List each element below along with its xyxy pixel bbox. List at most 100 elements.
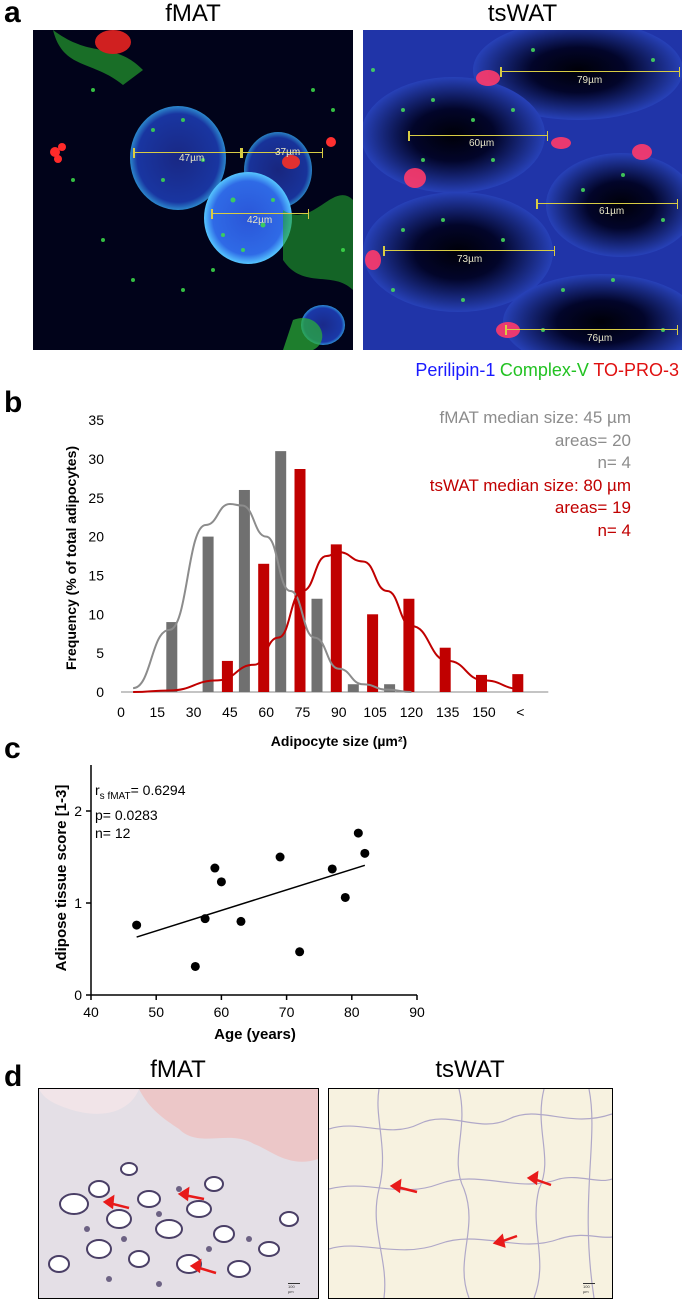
stat-r-symbol: r bbox=[95, 782, 100, 798]
trend-line bbox=[136, 864, 366, 938]
x-tick-label: 120 bbox=[400, 704, 424, 720]
data-point bbox=[340, 892, 350, 902]
data-point bbox=[210, 863, 220, 873]
y-tick-label: 15 bbox=[88, 567, 104, 583]
measure-label-73: 73µm bbox=[457, 254, 483, 265]
stain-to-pro-3: TO-PRO-3 bbox=[593, 360, 679, 380]
data-point bbox=[275, 852, 285, 862]
bar-tswat bbox=[330, 544, 342, 692]
panel-b-stats: fMAT median size: 45 µm areas= 20 n= 4 t… bbox=[330, 407, 631, 542]
x-axis-title: Adipocyte size (µm²) bbox=[271, 733, 407, 749]
y-axis-title: Frequency (% of total adipocytes) bbox=[63, 446, 79, 670]
x-tick-label: 60 bbox=[214, 1004, 230, 1020]
panel-d-right-title: tsWAT bbox=[435, 1056, 505, 1083]
y-tick-label: 10 bbox=[88, 606, 104, 622]
data-point bbox=[132, 920, 142, 930]
y-tick-label: 2 bbox=[74, 803, 82, 819]
x-tick-label: 80 bbox=[344, 1004, 360, 1020]
fmat-histology-drawing bbox=[39, 1089, 318, 1287]
fmat-median-stat: fMAT median size: 45 µm bbox=[439, 408, 631, 427]
x-tick-label: 15 bbox=[150, 704, 166, 720]
bar-fmat bbox=[384, 684, 396, 692]
measure-label-47: 47µm bbox=[179, 153, 205, 164]
bar-tswat bbox=[476, 674, 487, 692]
y-tick-label: 30 bbox=[88, 451, 104, 467]
x-tick-label: 70 bbox=[279, 1004, 295, 1020]
scatter-y-title: Adipose tissue score [1-3] bbox=[53, 785, 70, 972]
y-tick-label: 20 bbox=[88, 529, 104, 545]
fmat-fluorescence-drawing bbox=[50, 30, 353, 350]
scatter-x-title: Age (years) bbox=[214, 1026, 296, 1043]
measure-label-61: 61µm bbox=[599, 206, 625, 217]
panel-d-left-title: fMAT bbox=[150, 1056, 206, 1083]
data-point bbox=[200, 914, 210, 924]
y-tick-label: 5 bbox=[96, 645, 104, 661]
tswat-areas-stat: areas= 19 bbox=[554, 498, 631, 517]
x-tick-label: 90 bbox=[331, 704, 347, 720]
stat-n: n= 12 bbox=[95, 824, 131, 841]
y-tick-label: 1 bbox=[74, 895, 82, 911]
measure-bar-37 bbox=[241, 148, 323, 158]
x-tick-label: 45 bbox=[222, 704, 238, 720]
bar-fmat bbox=[238, 489, 250, 692]
stat-r: rs fMAT= 0.6294 bbox=[95, 781, 186, 806]
tswat-fluorescence-image: 79µm 60µm 61µm 73µm 76µm bbox=[363, 30, 682, 350]
bar-tswat bbox=[258, 563, 270, 692]
fmat-scale-bar: 100 µm bbox=[288, 1283, 300, 1294]
bar-tswat bbox=[367, 614, 379, 692]
fmat-fit-curve bbox=[132, 502, 412, 693]
y-tick-label: 25 bbox=[88, 490, 104, 506]
x-tick-label: < bbox=[516, 704, 524, 720]
x-tick-label: 75 bbox=[295, 704, 311, 720]
x-tick-label: 50 bbox=[148, 1004, 164, 1020]
data-point bbox=[216, 877, 226, 887]
fmat-fluorescence-image: 47µm 37µm 42µm bbox=[33, 30, 353, 350]
measure-bar-47 bbox=[133, 148, 241, 158]
x-tick-label: 40 bbox=[83, 1004, 99, 1020]
bar-fmat bbox=[202, 536, 214, 692]
stat-r-value: = 0.6294 bbox=[130, 782, 186, 798]
bar-tswat bbox=[512, 674, 524, 692]
stain-complex-v: Complex-V bbox=[499, 360, 589, 380]
measure-label-60: 60µm bbox=[469, 138, 495, 149]
bar-tswat bbox=[294, 469, 306, 692]
fmat-histology-image: 100 µm bbox=[38, 1088, 319, 1299]
measure-bar-73 bbox=[383, 246, 555, 256]
panel-c-label: c bbox=[4, 732, 21, 765]
panel-a-right-title: tsWAT bbox=[487, 0, 558, 27]
bar-fmat bbox=[166, 622, 178, 692]
x-tick-label: 150 bbox=[472, 704, 496, 720]
x-tick-label: 60 bbox=[258, 704, 274, 720]
x-tick-label: 90 bbox=[409, 1004, 425, 1020]
data-point bbox=[360, 848, 370, 858]
stain-perilipin: Perilipin-1 bbox=[415, 360, 496, 380]
x-tick-label: 135 bbox=[436, 704, 460, 720]
fmat-n-stat: n= 4 bbox=[597, 453, 631, 472]
stat-r-subscript: s fMAT bbox=[99, 790, 131, 802]
x-tick-label: 30 bbox=[186, 704, 202, 720]
panel-d-label: d bbox=[4, 1060, 23, 1093]
data-point bbox=[295, 947, 305, 957]
measure-bar-61 bbox=[536, 199, 678, 209]
measure-label-42: 42µm bbox=[247, 215, 273, 226]
tswat-median-stat: tsWAT median size: 80 µm bbox=[429, 475, 631, 495]
size-histogram: 0 5 10 15 20 25 30 35 0 15 30 45 60 75 90 105 120 135 150 <… bbox=[63, 412, 549, 749]
y-tick-label: 35 bbox=[88, 412, 104, 428]
stain-legend: Perilipin-1 Complex-V TO-PRO-3 bbox=[363, 360, 679, 381]
data-point bbox=[327, 864, 337, 874]
data-point bbox=[236, 916, 246, 926]
tswat-fit-curve bbox=[133, 551, 521, 693]
bar-fmat bbox=[311, 598, 323, 692]
x-tick-label: 105 bbox=[363, 704, 387, 720]
x-tick-label: 0 bbox=[117, 704, 125, 720]
data-point bbox=[190, 961, 200, 971]
measure-bar-79 bbox=[500, 67, 680, 77]
bar-tswat bbox=[439, 647, 451, 692]
measure-bar-42 bbox=[211, 209, 309, 219]
stat-p: p= 0.0283 bbox=[95, 806, 158, 823]
measure-label-37: 37µm bbox=[275, 147, 301, 158]
measure-bar-76 bbox=[505, 325, 678, 335]
age-score-scatter: 0 1 2 40 50 60 70 80 90 Age (years) Adipose tissue… bbox=[53, 765, 425, 1043]
tswat-histology-drawing bbox=[329, 1089, 612, 1298]
bar-fmat bbox=[347, 684, 359, 692]
